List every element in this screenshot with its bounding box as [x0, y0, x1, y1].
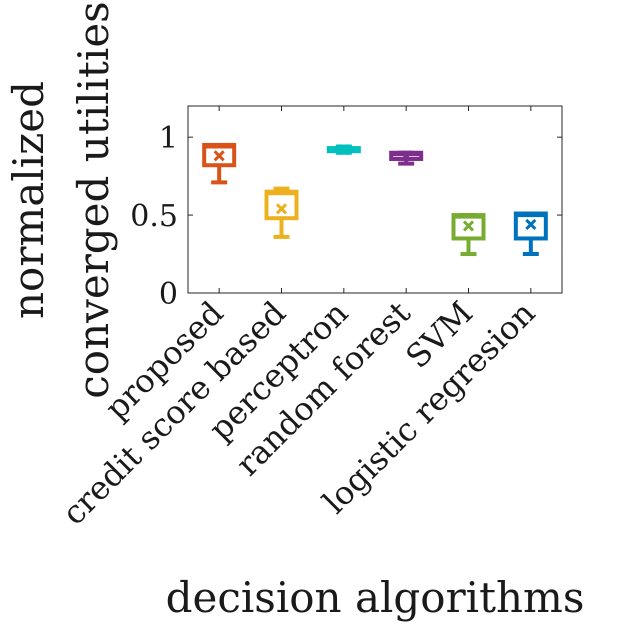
- y-tick-label: 0: [159, 277, 178, 312]
- x-axis-title: decision algorithms: [166, 573, 585, 622]
- mean-marker: [525, 218, 537, 230]
- y-tick-label: 0.5: [130, 199, 178, 234]
- box-proposed: [202, 142, 237, 185]
- y-axis: 00.51: [130, 106, 562, 312]
- plot-area: [187, 105, 563, 294]
- plot-frame: [187, 105, 563, 294]
- y-tick-label: 1: [159, 121, 178, 156]
- mean-marker: [275, 203, 288, 215]
- mean-marker: [338, 144, 350, 156]
- box-iqr: [264, 189, 299, 221]
- y-axis-title-line: converged utilities: [69, 1, 118, 398]
- boxes: [202, 142, 548, 257]
- mean-marker: [400, 150, 412, 162]
- y-axis-title-line: normalized: [4, 81, 53, 319]
- mean-marker: [213, 150, 225, 162]
- mean-marker: [462, 220, 475, 232]
- box-credit-score-based: [264, 186, 299, 239]
- y-axis-title: normalized converged utilities: [4, 1, 118, 398]
- box-perceptron: [326, 144, 361, 156]
- box-SVM: [451, 213, 486, 257]
- box-random-forest: [389, 150, 424, 166]
- box-logistic-regresion: [513, 211, 548, 257]
